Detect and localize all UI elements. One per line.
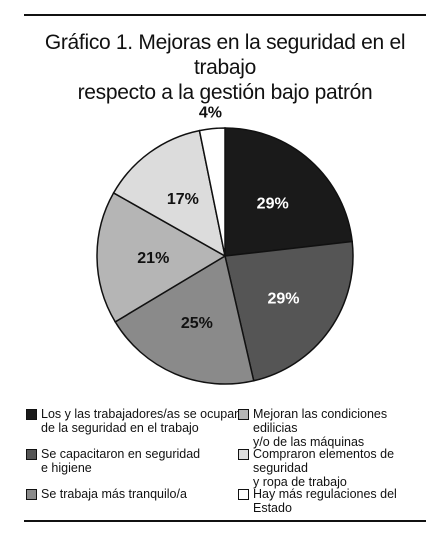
slice-label-5: 17% (167, 191, 199, 208)
legend-label: Se capacitaron en seguridad e higiene (41, 447, 201, 475)
slice-label-3: 25% (181, 315, 213, 332)
chart-title-line-2: respecto a la gestión bajo patrón (77, 81, 373, 104)
pie-chart: 29% 29% 25% 21% 17% 4% (96, 105, 354, 385)
slice-label-6: 4% (199, 105, 222, 122)
pie-slice-6 (198, 127, 226, 257)
bottom-rule (24, 520, 426, 522)
legend-item-5: Se trabaja más tranquilo/a (26, 487, 187, 501)
legend-item-3: Se capacitaron en seguridad e higiene (26, 447, 200, 475)
pie-slice-2 (224, 240, 354, 382)
slice-label-2: 29% (267, 290, 299, 307)
pie-slice-3 (114, 254, 255, 385)
legend-label: Hay más regulaciones del Estado (253, 487, 397, 515)
legend-item-4: Compraron elementos de seguridad y ropa … (238, 447, 426, 489)
slice-label-4: 21% (137, 250, 169, 267)
legend-label: Compraron elementos de seguridad y ropa … (253, 447, 395, 489)
legend-swatch (26, 449, 37, 460)
slice-label-1: 29% (257, 196, 289, 213)
pie-slice-5 (112, 129, 227, 258)
legend-swatch (26, 489, 37, 500)
legend-label: Se trabaja más tranquilo/a (41, 487, 187, 501)
legend-item-2: Mejoran las condiciones edilicias y/o de… (238, 407, 426, 449)
pie-slice-4 (96, 191, 227, 323)
chart-title: Gráfico 1. Mejoras en la seguridad en el… (24, 30, 426, 105)
legend-swatch (238, 449, 249, 460)
legend-swatch (238, 409, 249, 420)
pie-slice-1 (224, 127, 354, 257)
legend-item-1: Los y las trabajadores/as se ocupan de l… (26, 407, 241, 435)
legend-swatch (26, 409, 37, 420)
top-rule (24, 14, 426, 16)
chart-title-line-1: Gráfico 1. Mejoras en la seguridad en el… (44, 31, 406, 79)
legend-item-6: Hay más regulaciones del Estado (238, 487, 426, 515)
legend-swatch (238, 489, 249, 500)
legend-label: Los y las trabajadores/as se ocupan de l… (41, 407, 242, 435)
legend-label: Mejoran las condiciones edilicias y/o de… (253, 407, 388, 449)
